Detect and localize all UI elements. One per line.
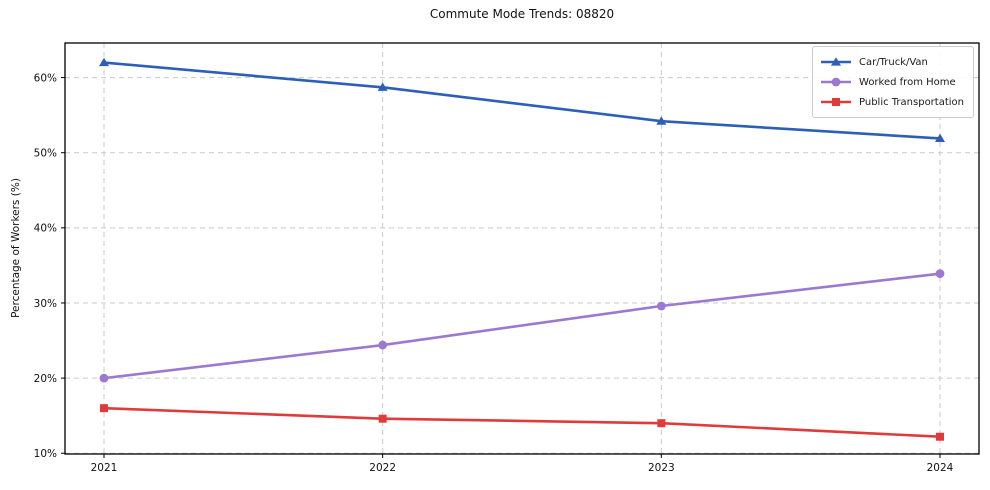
axes-box [64, 42, 980, 455]
data-point-public-transportation [378, 414, 387, 423]
data-point-car-truck-van [99, 57, 109, 67]
data-point-car-truck-van [935, 133, 945, 143]
data-point-public-transportation [100, 404, 108, 413]
chart-title: Commute Mode Trends: 08820 [429, 7, 615, 21]
y-tick-label: 10% [34, 448, 57, 460]
data-point-public-transportation [657, 419, 666, 428]
data-point-car-truck-van [656, 116, 667, 125]
y-tick-label: 40% [34, 223, 57, 235]
data-point-public-transportation [936, 432, 944, 441]
legend-label: Car/Truck/Van [859, 56, 928, 68]
square-swatch-icon [821, 98, 852, 106]
legend-item-worked-from-home: Worked from Home [820, 72, 964, 92]
series-line-public-transportation [102, 406, 942, 439]
legend: Car/Truck/Van Worked from Home Public Tran… [812, 46, 974, 118]
x-tick-label: 2024 [927, 462, 954, 474]
y-tick-label: 20% [34, 373, 57, 385]
legend-item-car-truck-van: Car/Truck/Van [820, 52, 964, 72]
legend-label: Worked from Home [859, 76, 956, 88]
data-point-worked-from-home [99, 373, 109, 383]
legend-marker-icon [831, 57, 842, 66]
data-point-worked-from-home [656, 301, 666, 311]
triangle-swatch-icon [821, 57, 852, 66]
data-point-worked-from-home [935, 269, 945, 279]
y-tick-label: 30% [34, 298, 57, 310]
data-point-car-truck-van [377, 82, 388, 91]
legend-marker-icon [831, 77, 841, 87]
legend-item-public-transportation: Public Transportation [820, 92, 964, 112]
circle-swatch-icon [821, 77, 852, 87]
x-tick-label: 2023 [648, 462, 675, 474]
data-point-worked-from-home [378, 340, 388, 350]
y-tick-label: 60% [34, 72, 57, 84]
legend-marker-icon [832, 98, 841, 106]
series-line-worked-from-home [102, 272, 942, 380]
series-line-car-truck-van [102, 61, 942, 140]
x-tick-label: 2022 [369, 462, 396, 474]
y-tick-label: 50% [34, 147, 57, 159]
x-tick-label: 2021 [91, 462, 118, 474]
legend-label: Public Transportation [859, 96, 964, 108]
